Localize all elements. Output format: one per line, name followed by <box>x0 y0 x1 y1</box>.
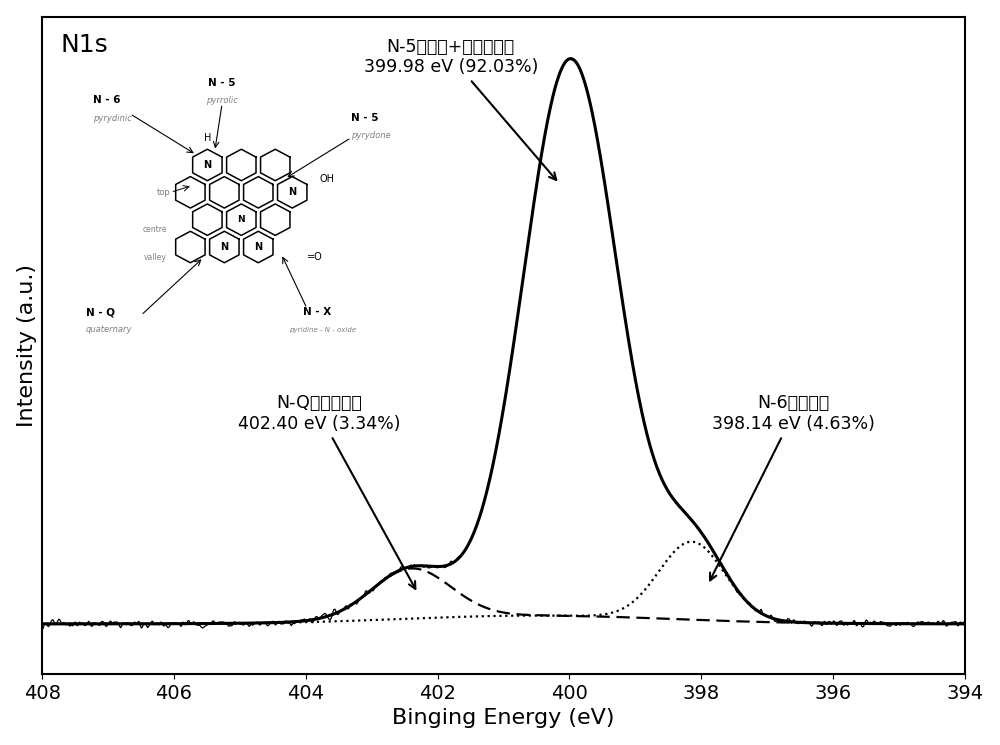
Text: N1s: N1s <box>61 33 108 57</box>
Y-axis label: Intensity (a.u.): Intensity (a.u.) <box>17 264 37 427</box>
Text: N-5（吡咯+羟基吡啶）
399.98 eV (92.03%): N-5（吡咯+羟基吡啶） 399.98 eV (92.03%) <box>364 37 556 180</box>
X-axis label: Binging Energy (eV): Binging Energy (eV) <box>392 708 615 729</box>
Text: N-6（吡啶）
398.14 eV (4.63%): N-6（吡啶） 398.14 eV (4.63%) <box>710 394 875 580</box>
Text: N-Q（石墨氮）
402.40 eV (3.34%): N-Q（石墨氮） 402.40 eV (3.34%) <box>238 394 415 589</box>
